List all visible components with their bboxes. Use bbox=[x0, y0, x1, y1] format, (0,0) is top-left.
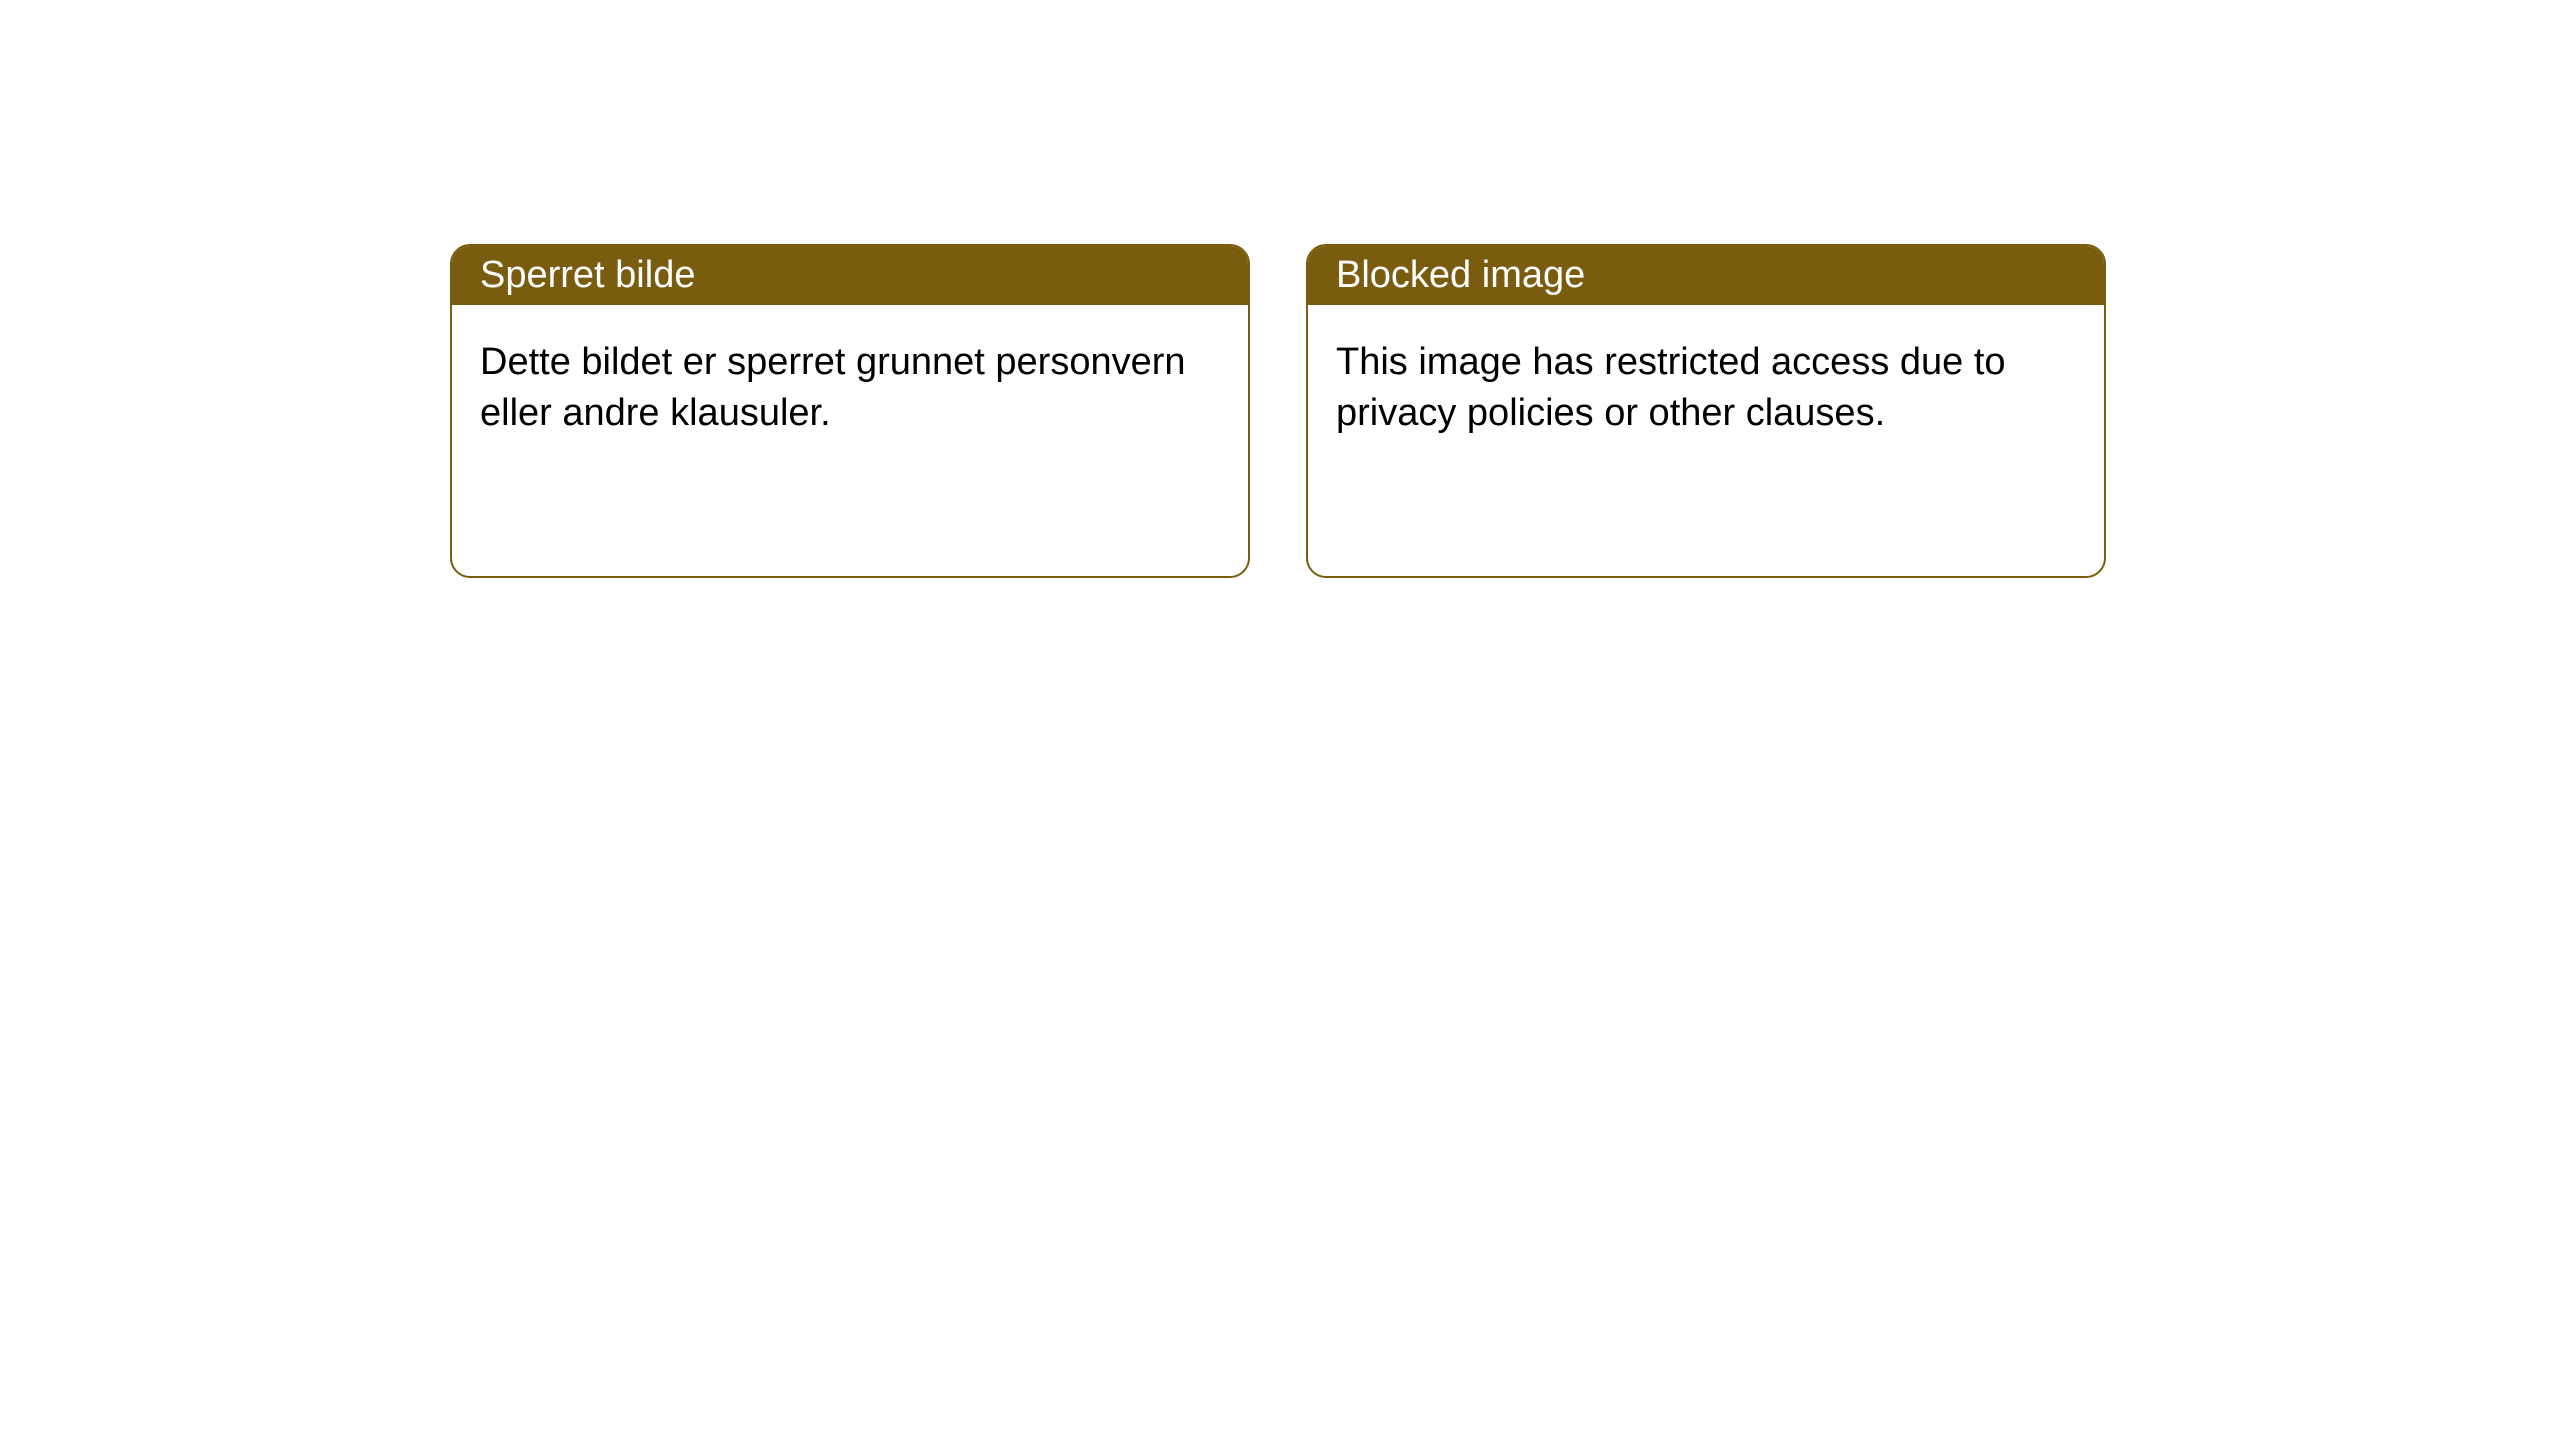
notice-card-english: Blocked image This image has restricted … bbox=[1306, 244, 2106, 578]
notice-card-norwegian: Sperret bilde Dette bildet er sperret gr… bbox=[450, 244, 1250, 578]
notice-title: Sperret bilde bbox=[452, 246, 1248, 305]
notice-body: Dette bildet er sperret grunnet personve… bbox=[452, 305, 1248, 472]
notice-body: This image has restricted access due to … bbox=[1308, 305, 2104, 472]
notice-title: Blocked image bbox=[1308, 246, 2104, 305]
notice-container: Sperret bilde Dette bildet er sperret gr… bbox=[0, 0, 2560, 578]
